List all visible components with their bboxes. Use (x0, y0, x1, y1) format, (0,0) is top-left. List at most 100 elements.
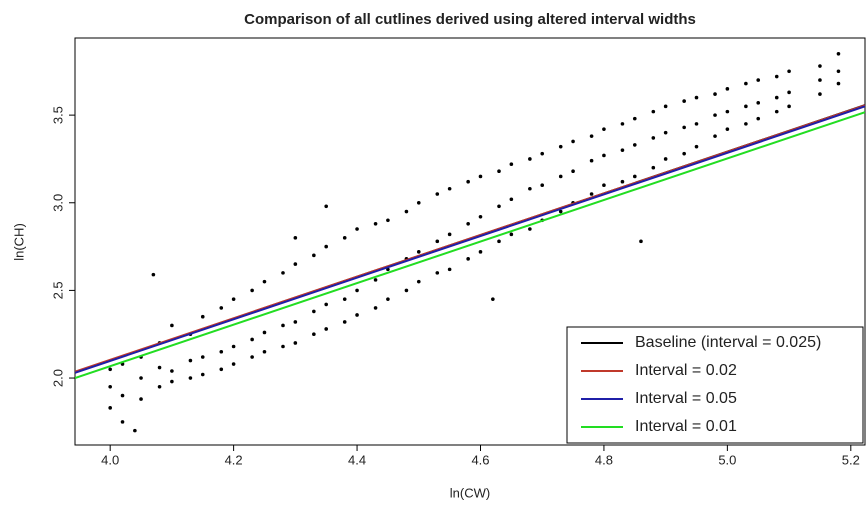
point (355, 313, 359, 317)
y-tick-label: 3.5 (50, 106, 65, 124)
point (342, 236, 347, 240)
legend-label: Baseline (interval = 0.025) (635, 334, 821, 351)
point (756, 116, 761, 121)
point (558, 144, 563, 149)
point (404, 209, 409, 214)
point (250, 355, 254, 359)
point (744, 81, 748, 86)
point (342, 297, 347, 301)
point (293, 262, 298, 266)
point (386, 297, 390, 301)
point (478, 250, 483, 254)
point (620, 179, 625, 184)
y-tick-label: 2.0 (50, 369, 65, 387)
point (447, 232, 452, 237)
cutline (75, 105, 865, 374)
point (281, 323, 285, 328)
point (373, 278, 378, 282)
point (355, 288, 359, 293)
point (108, 406, 112, 410)
point (787, 69, 791, 74)
point (478, 174, 483, 179)
point (157, 385, 162, 389)
point (756, 101, 761, 105)
point (620, 148, 625, 152)
point (108, 367, 112, 372)
point (509, 197, 514, 202)
point (540, 183, 545, 188)
point (200, 372, 205, 377)
point (589, 134, 594, 138)
point (324, 204, 328, 209)
point (787, 104, 791, 109)
point (571, 139, 575, 144)
point (787, 90, 791, 95)
point (250, 337, 254, 342)
point (725, 87, 730, 91)
x-tick-label: 4.2 (225, 452, 243, 467)
point (509, 162, 514, 167)
point (509, 232, 514, 237)
point (293, 320, 298, 324)
point (262, 349, 267, 354)
point (188, 358, 193, 363)
point (435, 239, 440, 244)
x-tick-label: 4.4 (348, 452, 366, 467)
point (818, 64, 822, 68)
point (250, 288, 254, 293)
point (558, 209, 563, 214)
point (713, 134, 717, 138)
x-tick-label: 4.8 (595, 452, 613, 467)
point (663, 157, 668, 161)
point (404, 288, 409, 293)
point (589, 158, 594, 163)
point (651, 165, 656, 170)
point (262, 279, 267, 284)
point (571, 169, 575, 174)
point (293, 341, 298, 345)
point (639, 239, 643, 244)
point (682, 99, 686, 103)
x-tick-label: 5.0 (718, 452, 736, 467)
point (682, 151, 686, 156)
legend-label: Interval = 0.05 (635, 390, 737, 407)
x-tick-label: 4.6 (471, 452, 489, 467)
point (602, 153, 606, 158)
x-tick-label: 4.0 (101, 452, 119, 467)
point (663, 104, 668, 109)
point (497, 204, 501, 209)
point (528, 157, 532, 161)
point (725, 127, 730, 131)
point (200, 355, 205, 359)
legend-box (566, 326, 864, 444)
point (836, 81, 841, 86)
point (694, 122, 699, 126)
point (293, 236, 298, 240)
point (133, 428, 137, 433)
point (713, 113, 717, 117)
point (373, 306, 378, 310)
point (120, 420, 125, 424)
point (528, 186, 532, 191)
point (497, 239, 501, 244)
point (466, 179, 470, 184)
chart-title: Comparison of all cutlines derived using… (244, 11, 696, 28)
legend-label: Interval = 0.01 (635, 418, 737, 435)
point (466, 221, 470, 226)
point (262, 330, 267, 335)
point (602, 183, 606, 188)
point (663, 130, 668, 135)
point (774, 109, 779, 114)
point (620, 122, 625, 126)
point (694, 144, 699, 149)
point (139, 376, 143, 380)
point (219, 306, 224, 310)
cutline (75, 111, 865, 379)
point (231, 344, 236, 349)
point (528, 227, 532, 231)
point (713, 92, 717, 96)
point (373, 221, 378, 226)
point (200, 314, 205, 319)
point (632, 116, 637, 121)
